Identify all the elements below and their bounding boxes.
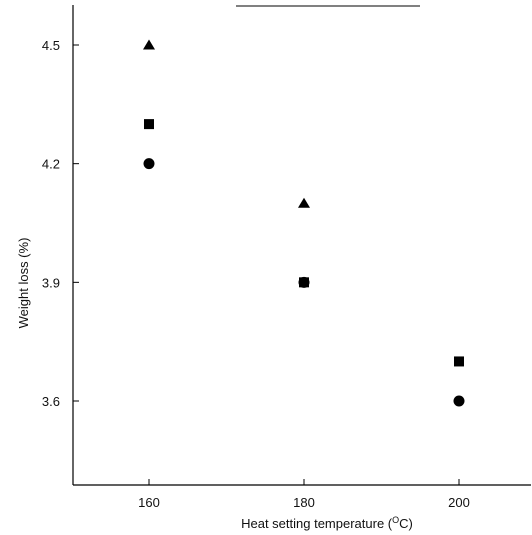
triangle-marker (143, 39, 155, 50)
x-tick-label: 180 (293, 495, 315, 510)
triangle-marker (298, 197, 310, 208)
plot-area (72, 5, 531, 486)
y-ticks: 3.6 3.9 4.2 4.5 (42, 38, 79, 409)
x-axis-label-unit: C) (399, 516, 413, 531)
square-marker (144, 119, 154, 130)
circle-marker (453, 395, 465, 407)
y-tick-label: 3.6 (42, 394, 60, 409)
x-axis-label: Heat setting temperature (OC) (241, 515, 413, 531)
x-tick-label: 160 (138, 495, 160, 510)
y-tick-label: 4.2 (42, 157, 60, 172)
x-tick-label: 200 (448, 495, 470, 510)
y-axis-label: Weight loss (%) (16, 238, 31, 329)
x-axis-label-text: Heat setting temperature ( (241, 516, 393, 531)
data-points (143, 39, 465, 407)
square-marker (454, 356, 464, 367)
circle-marker (298, 276, 310, 288)
x-axis-label-superscript: O (392, 515, 399, 525)
y-tick-label: 4.5 (42, 38, 60, 53)
circle-marker (143, 158, 155, 170)
x-ticks: 160 180 200 (138, 479, 470, 510)
y-tick-label: 3.9 (42, 275, 60, 290)
